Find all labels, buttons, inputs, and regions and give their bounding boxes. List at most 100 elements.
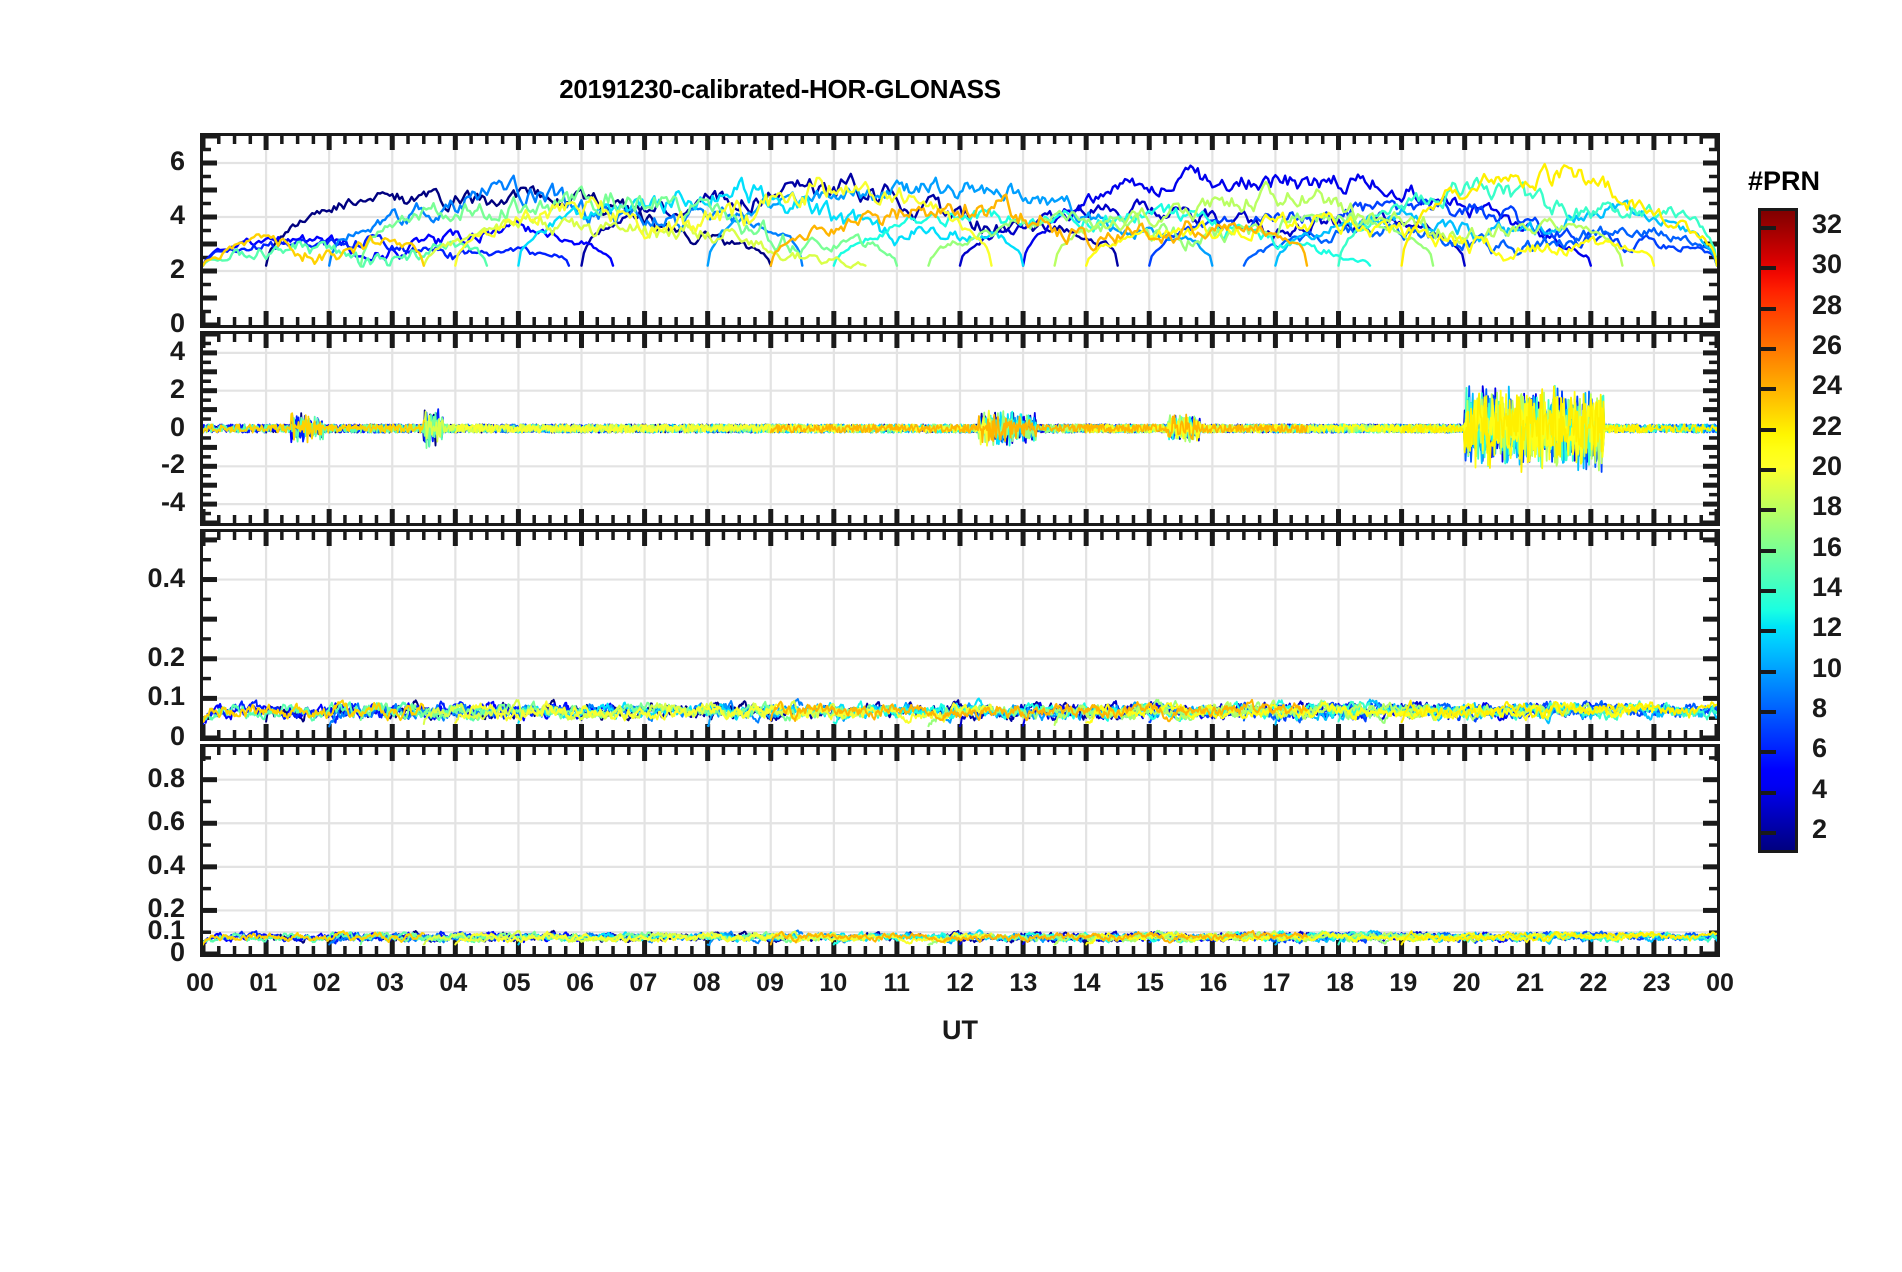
xtick-label: 00	[1706, 969, 1734, 997]
xtick-label: 07	[629, 969, 658, 997]
colorbar-tick	[1761, 347, 1776, 352]
colorbar-tick	[1761, 750, 1776, 755]
ytick-label-vtec: 4	[169, 200, 185, 230]
panel-s4	[200, 529, 1720, 741]
data-traces-sig	[203, 929, 1717, 946]
ytick-label-sig: 0.4	[147, 849, 185, 880]
xtick-label: 09	[756, 969, 784, 997]
ytick-label-vtec: 2	[169, 254, 185, 284]
tick-marks-rot	[203, 334, 1717, 523]
colorbar-tick	[1761, 387, 1776, 392]
ytick-label-rot: 4	[169, 335, 185, 366]
trace	[769, 193, 1309, 267]
colorbar-tick-label: 14	[1812, 571, 1843, 602]
colorbar-tick-label: 22	[1812, 410, 1843, 441]
xtick-label: 14	[1072, 969, 1101, 997]
colorbar-tick-label: 24	[1812, 370, 1843, 401]
ytick-label-s4: 0	[169, 721, 185, 751]
colorbar-tick	[1761, 306, 1776, 311]
xtick-label: 17	[1262, 969, 1291, 997]
xtick-label: 06	[566, 969, 594, 997]
data-traces-s4	[203, 697, 1717, 728]
colorbar-tick	[1761, 790, 1776, 795]
xtick-label: 12	[946, 969, 974, 997]
xtick-label: 23	[1642, 969, 1671, 997]
colorbar-tick-label: 28	[1812, 289, 1843, 320]
xtick-label: 20	[1452, 969, 1481, 997]
data-traces-vtec	[203, 162, 1717, 270]
trace	[769, 413, 1308, 444]
colorbar-tick-label: 6	[1812, 733, 1828, 764]
ytick-label-rot: -2	[160, 449, 185, 480]
trace	[1400, 385, 1717, 474]
xtick-label: 22	[1579, 969, 1608, 997]
ytick-label-sig: 0.1	[147, 915, 185, 946]
trace	[203, 701, 488, 722]
plot-area-vtec	[203, 136, 1717, 325]
trace	[359, 185, 899, 267]
gridlines	[203, 532, 1717, 738]
colorbar-tick	[1761, 226, 1776, 231]
colorbar-tick-label: 4	[1812, 773, 1828, 804]
trace	[203, 240, 489, 268]
trace	[454, 176, 993, 267]
ytick-label-vtec: 0	[169, 308, 185, 338]
colorbar-tick	[1761, 830, 1776, 835]
xtick-label: 21	[1516, 969, 1544, 997]
xtick-label: 04	[439, 969, 468, 997]
xtick-label: 18	[1326, 969, 1354, 997]
xtick-label: 08	[692, 969, 721, 997]
colorbar-tick-label: 32	[1812, 209, 1843, 240]
colorbar-tick-label: 2	[1812, 813, 1828, 844]
figure-title: 20191230-calibrated-HOR-GLONASS	[559, 74, 1001, 104]
trace	[203, 930, 425, 946]
data-traces-rot	[203, 384, 1717, 474]
ytick-label-rot: 2	[169, 373, 185, 404]
colorbar-tick-label: 16	[1812, 531, 1843, 562]
plot-area-s4	[203, 532, 1717, 738]
plot-area-rot	[203, 334, 1717, 523]
ytick-label-sig: 0.6	[147, 806, 185, 837]
xtick-label: 05	[502, 969, 531, 997]
xtick-label: 19	[1389, 969, 1418, 997]
trace	[927, 209, 1435, 267]
xtick-label: 00	[186, 969, 214, 997]
trace	[203, 699, 425, 723]
colorbar-tick-label: 26	[1812, 330, 1843, 361]
colorbar-tick-label: 18	[1812, 491, 1843, 522]
xaxis-label: UT	[942, 1015, 978, 1045]
xtick-label: 11	[883, 969, 910, 997]
xtick-label: 15	[1136, 969, 1164, 997]
ytick-label-s4: 0.1	[147, 681, 185, 712]
gridlines	[203, 747, 1717, 954]
xtick-label: 01	[249, 969, 278, 997]
colorbar-tick-label: 10	[1812, 652, 1843, 683]
ytick-label-s4: 0.2	[147, 641, 185, 672]
ytick-label-s4: 0.4	[147, 562, 185, 593]
trace	[1053, 180, 1624, 267]
colorbar-tick	[1761, 629, 1776, 634]
colorbar-tick	[1761, 427, 1776, 432]
trace	[1021, 164, 1593, 267]
xtick-label: 10	[819, 969, 848, 997]
xtick-label: 13	[1009, 969, 1038, 997]
ytick-label-vtec: 6	[169, 146, 185, 176]
trace	[422, 213, 867, 270]
trace	[203, 233, 571, 267]
tick-marks-s4	[203, 532, 1717, 738]
trace	[454, 930, 993, 946]
xtick-label: 03	[376, 969, 404, 997]
tick-marks-vtec	[203, 136, 1717, 325]
trace	[769, 698, 1308, 723]
ytick-label-sig: 0	[169, 937, 185, 967]
panel-sigma-phi	[200, 744, 1720, 957]
panel-vtec	[200, 133, 1720, 328]
colorbar-tick	[1761, 266, 1776, 271]
xtick-label: 02	[312, 969, 341, 997]
colorbar[interactable]	[1758, 208, 1798, 853]
plot-area-sig	[203, 747, 1717, 954]
colorbar-tick-label: 20	[1812, 451, 1843, 482]
trace	[203, 233, 426, 267]
ytick-label-sig: 0.2	[147, 893, 185, 924]
